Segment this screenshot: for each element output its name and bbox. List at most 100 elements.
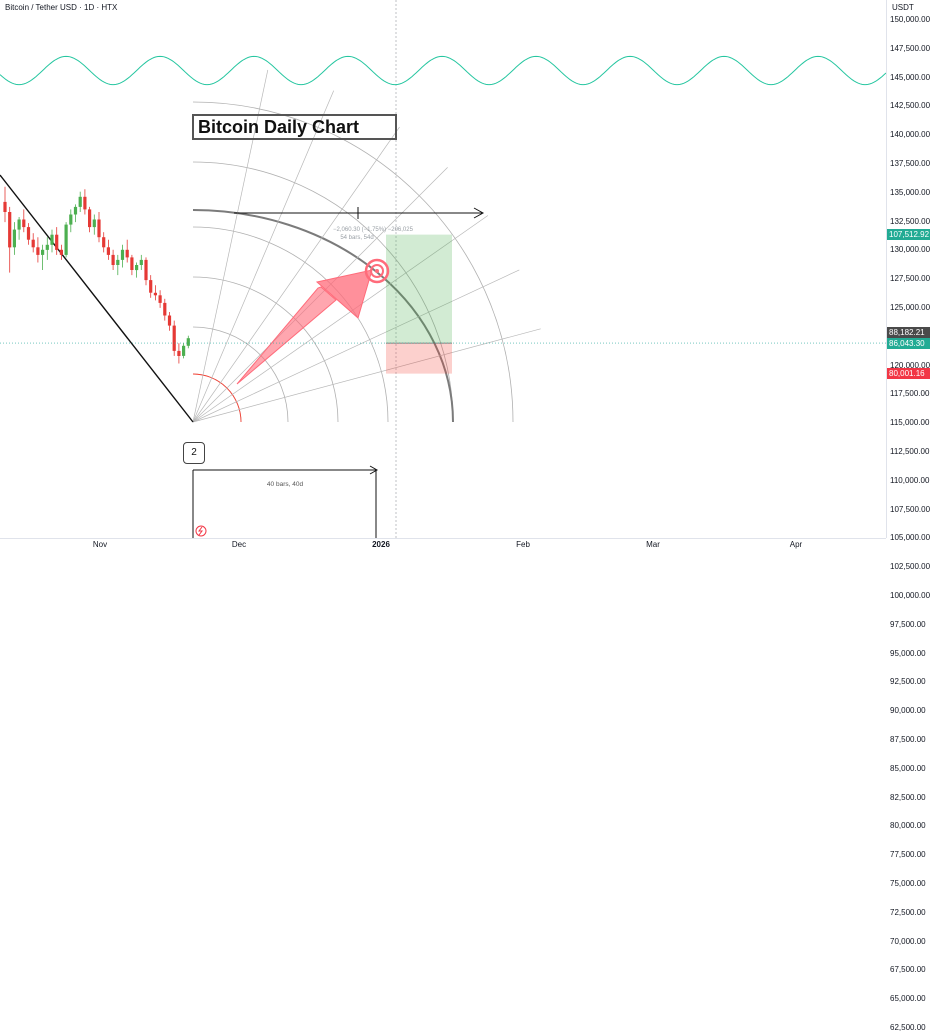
candle-body bbox=[64, 224, 68, 255]
candle-body bbox=[106, 247, 110, 255]
price-tick-label: 140,000.00 bbox=[890, 130, 931, 140]
price-tick-label: 82,500.00 bbox=[890, 792, 926, 802]
candle-body bbox=[12, 229, 16, 248]
candle-body bbox=[8, 212, 12, 248]
arrow-drawing[interactable] bbox=[236, 258, 390, 385]
time-label: Dec bbox=[231, 540, 247, 549]
candle-body bbox=[50, 234, 54, 245]
range-label: 40 bars, 40d bbox=[267, 481, 304, 488]
candle-body bbox=[83, 196, 87, 210]
candle-body bbox=[182, 345, 186, 356]
candle-body bbox=[69, 214, 73, 225]
candle-body bbox=[163, 302, 167, 316]
time-label: Nov bbox=[92, 540, 108, 549]
price-tick-label: 127,500.00 bbox=[890, 274, 931, 284]
candlestick-series bbox=[3, 186, 190, 364]
chart-title-annotation[interactable]: Bitcoin Daily Chart bbox=[192, 114, 397, 140]
candle-body bbox=[172, 325, 176, 351]
arrow-head bbox=[315, 269, 373, 319]
candle-body bbox=[158, 295, 162, 303]
candle-body bbox=[102, 237, 106, 248]
candle-body bbox=[153, 292, 157, 296]
target-dot bbox=[375, 269, 379, 273]
candle-body bbox=[59, 249, 63, 255]
price-tick-label: 135,000.00 bbox=[890, 187, 931, 197]
gann-ray bbox=[192, 269, 520, 423]
gann-ray bbox=[192, 90, 335, 423]
price-tick-label: 87,500.00 bbox=[890, 735, 926, 744]
price-tick-label: 97,500.00 bbox=[890, 619, 926, 629]
price-tick-label: 147,500.00 bbox=[890, 43, 931, 53]
price-tick-label: 65,000.00 bbox=[890, 994, 926, 1004]
candle-body bbox=[135, 265, 139, 271]
price-tick-label: 90,000.00 bbox=[890, 706, 926, 716]
price-tick-label: 75,000.00 bbox=[890, 879, 926, 888]
candle-body bbox=[149, 280, 153, 293]
trend-line[interactable] bbox=[0, 174, 194, 423]
price-tick-label: 102,500.00 bbox=[890, 562, 931, 572]
price-tick-label: 132,500.00 bbox=[890, 216, 931, 226]
candle-body bbox=[41, 249, 45, 255]
wave-count-label[interactable]: 2 bbox=[183, 442, 205, 464]
price-tick-label: 110,000.00 bbox=[890, 475, 930, 485]
price-tag: 86,043.30 bbox=[887, 337, 930, 349]
candle-body bbox=[26, 227, 31, 240]
price-tick-label: 85,000.00 bbox=[890, 763, 926, 773]
price-tick-label: 112,500.00 bbox=[890, 447, 930, 456]
time-label: 2026 bbox=[372, 540, 390, 549]
price-tick-label: 95,000.00 bbox=[890, 648, 926, 658]
price-tick-label: 142,500.00 bbox=[890, 101, 931, 111]
price-tag: 80,001.16 bbox=[887, 368, 930, 380]
price-axis[interactable] bbox=[886, 0, 932, 538]
gann-measure-label: −2,060.30 (−1.75%) −206,025 bbox=[333, 227, 414, 233]
symbol-header[interactable]: Bitcoin / Tether USD · 1D · HTX bbox=[5, 3, 118, 12]
price-tick-label: 107,500.00 bbox=[890, 504, 931, 514]
lightning-icon[interactable] bbox=[195, 525, 207, 537]
candle-body bbox=[186, 338, 190, 346]
time-label: Apr bbox=[789, 540, 803, 549]
candle-body bbox=[17, 219, 21, 230]
time-axis[interactable] bbox=[0, 538, 886, 551]
candle-body bbox=[144, 259, 148, 281]
candle-body bbox=[125, 249, 129, 258]
candle-body bbox=[116, 259, 120, 265]
price-tick-label: 130,000.00 bbox=[890, 245, 931, 255]
candle-body bbox=[139, 259, 143, 265]
price-tick-label: 117,500.00 bbox=[890, 389, 930, 399]
candle-body bbox=[111, 254, 115, 265]
price-tick-label: 115,000.00 bbox=[890, 418, 930, 428]
candle-body bbox=[22, 219, 26, 228]
downtrend-line bbox=[0, 174, 194, 423]
candle-body bbox=[130, 257, 134, 270]
sine-wave-indicator bbox=[0, 55, 887, 86]
gann-bars-label: 54 bars, 54d bbox=[340, 235, 373, 241]
candle-body bbox=[120, 249, 125, 260]
arrow-shaft bbox=[236, 286, 337, 385]
sine-wave-line bbox=[0, 55, 887, 86]
range-arrowhead bbox=[369, 465, 379, 475]
time-label: Mar bbox=[646, 540, 660, 549]
price-tick-label: 145,000.00 bbox=[890, 72, 931, 82]
price-tick-label: 100,000.00 bbox=[890, 591, 931, 600]
price-tick-label: 80,000.00 bbox=[890, 821, 926, 831]
price-tick-label: 105,000.00 bbox=[890, 533, 931, 543]
gann-top-arrowhead bbox=[473, 207, 485, 219]
gann-ray bbox=[192, 126, 400, 423]
position-target-zone bbox=[386, 234, 452, 344]
price-tick-label: 77,500.00 bbox=[890, 850, 926, 860]
long-position-tool[interactable] bbox=[386, 234, 452, 374]
target-ring-outer bbox=[364, 258, 390, 284]
chart-canvas[interactable]: −2,060.30 (−1.75%) −206,025 54 bars, 54d… bbox=[0, 0, 932, 550]
candle-body bbox=[167, 315, 172, 326]
candle-body bbox=[92, 219, 96, 228]
candle-body bbox=[78, 196, 82, 207]
candle-body bbox=[36, 247, 40, 255]
candle-body bbox=[177, 350, 181, 356]
candle-body bbox=[45, 244, 49, 250]
currency-label[interactable]: USDT bbox=[892, 3, 914, 12]
position-stop-zone bbox=[386, 343, 452, 374]
price-tag: 88,182.21 bbox=[887, 326, 930, 338]
date-range-tool[interactable] bbox=[192, 465, 379, 538]
price-tick-label: 125,000.00 bbox=[890, 303, 931, 312]
price-tag: 107,512.92 bbox=[887, 229, 930, 241]
